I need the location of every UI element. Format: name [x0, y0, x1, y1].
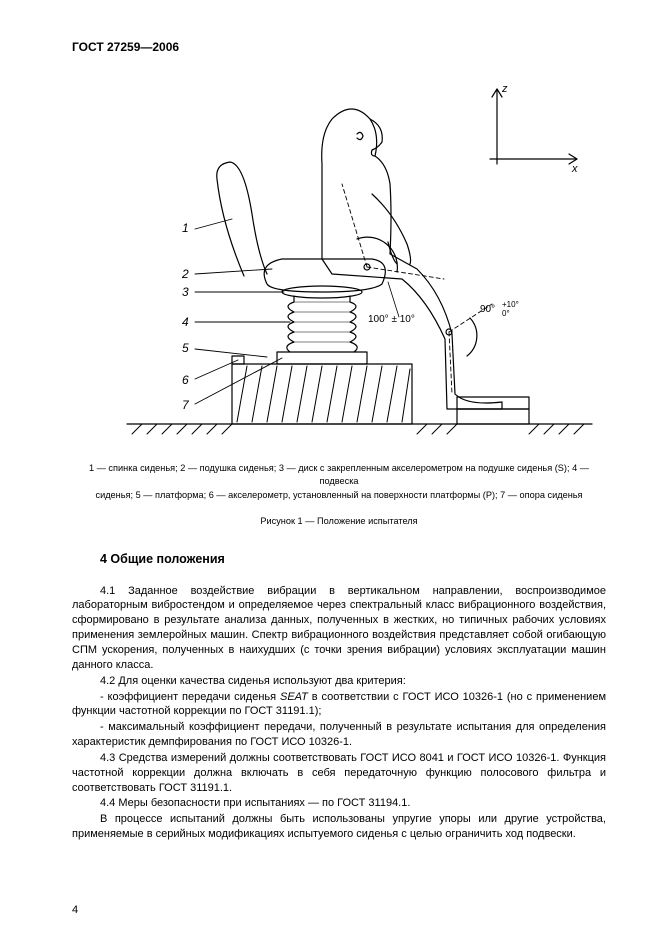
figure-diagram: z x — [72, 64, 606, 454]
para-4-2: 4.2 Для оценки качества сиденья использу… — [72, 674, 606, 689]
axis-z-label: z — [501, 83, 508, 95]
figure-legend-line2: сиденья; 5 — платформа; 6 — акселерометр… — [72, 489, 606, 502]
figure-label-1: 1 — [182, 221, 189, 235]
figure-label-6: 6 — [182, 373, 189, 387]
page-number: 4 — [72, 904, 78, 916]
figure-legend-line1: 1 — спинка сиденья; 2 — подушка сиденья;… — [72, 462, 606, 488]
figure-caption: Рисунок 1 — Положение испытателя — [72, 516, 606, 526]
para-4-5: В процессе испытаний должны быть использ… — [72, 812, 606, 842]
angle-100-label: 100° ± 10° — [368, 314, 415, 325]
figure-label-4: 4 — [182, 315, 189, 329]
figure-legend: 1 — спинка сиденья; 2 — подушка сиденья;… — [72, 462, 606, 502]
figure-label-2: 2 — [181, 267, 189, 281]
figure-label-7: 7 — [182, 398, 190, 412]
angle-90-label: 90° — [480, 304, 495, 315]
doc-id: ГОСТ 27259—2006 — [72, 40, 606, 54]
figure-label-5: 5 — [182, 341, 189, 355]
para-4-2b: - максимальный коэффициент передачи, пол… — [72, 720, 606, 750]
section-heading: 4 Общие положения — [100, 552, 606, 566]
axis-x-label: x — [571, 163, 578, 175]
figure-label-3: 3 — [182, 285, 189, 299]
body-text: 4.1 Заданное воздействие вибрации в верт… — [72, 584, 606, 842]
para-4-2a: - коэффициент передачи сиденья SEAT в со… — [72, 690, 606, 720]
angle-tol-plus: +10° — [502, 300, 519, 309]
para-4-4: 4.4 Меры безопасности при испытаниях — п… — [72, 796, 606, 811]
para-4-3: 4.3 Средства измерений должны соответств… — [72, 751, 606, 796]
para-4-1: 4.1 Заданное воздействие вибрации в верт… — [72, 584, 606, 673]
angle-tol-zero: 0° — [502, 309, 510, 318]
